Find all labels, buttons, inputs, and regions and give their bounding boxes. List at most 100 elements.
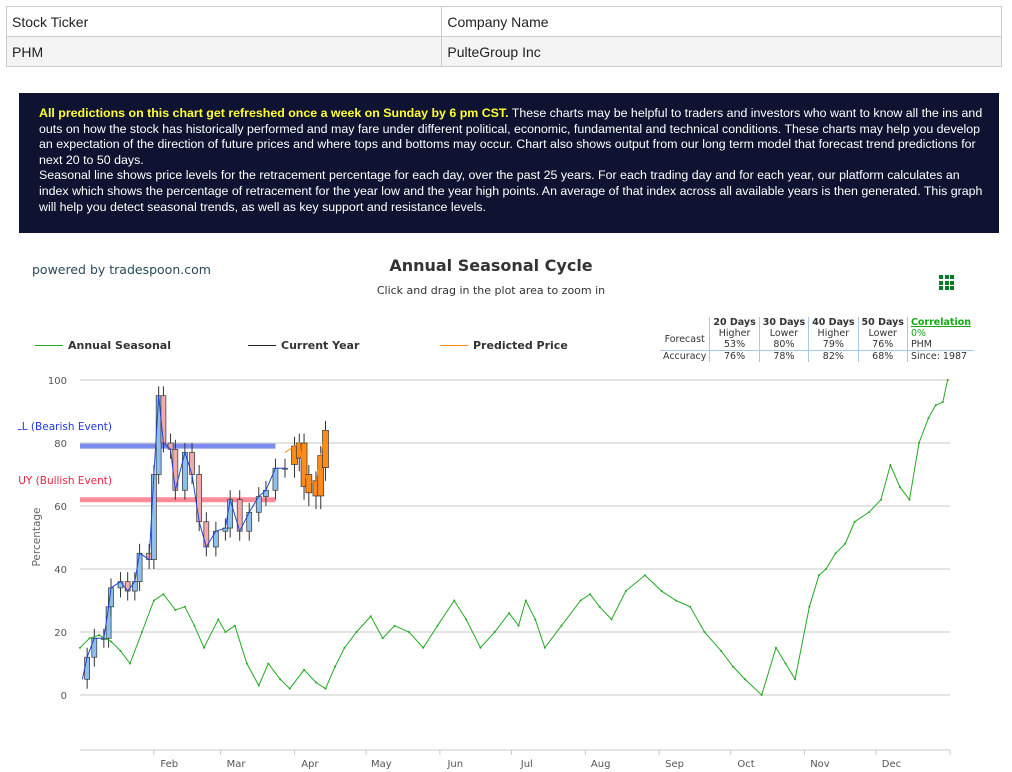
seasonal-point <box>233 624 236 627</box>
seasonal-point <box>808 605 811 608</box>
info-text-1: These charts may be helpful to traders a… <box>39 106 983 167</box>
legend-current-year[interactable]: Current Year <box>248 339 359 352</box>
seasonal-point <box>867 511 870 514</box>
symbol: PHM <box>906 339 975 351</box>
y-tick-label: 20 <box>54 628 67 639</box>
candle <box>105 606 112 639</box>
direction: Higher <box>709 328 760 339</box>
seasonal-point <box>314 681 317 684</box>
seasonal-point <box>407 631 410 633</box>
seasonal-point <box>524 599 527 602</box>
accuracy-label: Accuracy <box>660 350 710 362</box>
legend-annual-seasonal[interactable]: Annual Seasonal <box>35 339 171 352</box>
candle <box>196 474 203 523</box>
seasonal-point <box>918 442 921 444</box>
accuracy: 82% <box>808 350 859 362</box>
seasonal-point <box>610 618 613 621</box>
grid-menu-icon[interactable] <box>939 275 954 290</box>
legend-label: Annual Seasonal <box>68 339 171 352</box>
seasonal-point <box>217 618 220 621</box>
current-year-line <box>81 395 285 680</box>
seasonal-point <box>267 662 270 665</box>
since: Since: 1987 <box>906 350 975 362</box>
correlation-link[interactable]: Correlation <box>910 317 972 328</box>
probability: 79% <box>808 339 859 351</box>
seasonal-point <box>453 599 456 602</box>
candle <box>91 637 98 658</box>
seasonal-point <box>517 624 520 627</box>
header-stock-ticker: Stock Ticker <box>5 6 443 37</box>
seasonal-point <box>844 542 847 545</box>
seasonal-point <box>479 646 482 649</box>
predicted-candle <box>322 430 329 468</box>
predicted-candle <box>300 442 308 487</box>
seasonal-point <box>624 590 627 593</box>
y-tick-label: 0 <box>61 691 67 702</box>
x-tick-label: Sep <box>665 759 684 770</box>
seasonal-point <box>224 631 227 633</box>
correlation-value: 0% <box>906 328 975 339</box>
current-line-icon <box>248 345 276 346</box>
y-tick-label: 60 <box>54 502 67 513</box>
x-tick-label: Oct <box>737 759 754 770</box>
x-tick-label: Feb <box>160 759 178 770</box>
seasonal-point <box>898 486 901 489</box>
period: 40 Days <box>808 317 859 328</box>
candle <box>124 581 131 592</box>
seasonal-point <box>119 649 122 652</box>
seasonal-point <box>303 668 306 671</box>
label-clip <box>0 410 18 500</box>
x-tick-label: Jul <box>520 759 533 770</box>
seasonal-chart[interactable]: 0 20 40 60 80 100 Feb Mar Apr May Jun Jul Aug Sep Oct N… <box>0 240 1012 772</box>
seasonal-point <box>355 631 358 633</box>
seasonal-line-icon <box>35 345 63 346</box>
accuracy: 68% <box>857 350 908 362</box>
powered-by[interactable]: powered by tradespoon.com <box>32 262 211 277</box>
cell-company: PulteGroup Inc <box>441 36 1002 67</box>
seasonal-point <box>643 574 646 577</box>
seasonal-point <box>381 637 384 640</box>
predicted-line <box>284 430 326 485</box>
seasonal-point <box>493 631 496 633</box>
ticker-table: Stock Ticker Company Name PHM PulteGroup I… <box>5 6 1002 67</box>
chart-title: Annual Seasonal Cycle <box>389 256 593 275</box>
predicted-line-icon <box>440 345 468 346</box>
seasonal-point <box>674 599 677 602</box>
candle <box>136 552 143 582</box>
x-tick-label: Nov <box>810 759 830 770</box>
seasonal-point <box>879 498 882 501</box>
seasonal-point <box>794 678 797 681</box>
candle <box>84 656 91 680</box>
seasonal-point <box>257 684 260 687</box>
seasonal-point <box>422 646 425 649</box>
candle <box>155 395 162 475</box>
seasonal-point <box>436 624 439 627</box>
seasonal-point <box>732 665 735 668</box>
seasonal-point <box>140 631 143 633</box>
seasonal-point <box>174 608 177 611</box>
seasonal-point <box>109 640 112 643</box>
seasonal-point <box>288 687 291 690</box>
candle <box>151 474 157 560</box>
legend-label: Predicted Price <box>473 339 568 352</box>
y-tick-label: 100 <box>48 376 67 387</box>
seasonal-point <box>508 612 511 615</box>
seasonal-point <box>760 694 763 696</box>
seasonal-point <box>162 593 165 596</box>
header-company-name: Company Name <box>441 6 1002 37</box>
seasonal-point <box>152 599 155 602</box>
level-label: SELL (Bearish Event) <box>3 421 112 433</box>
legend-predicted-price[interactable]: Predicted Price <box>440 339 568 352</box>
seasonal-point <box>279 678 282 681</box>
seasonal-point <box>393 624 396 627</box>
seasonal-point <box>784 662 787 665</box>
y-axis-label: Percentage <box>31 507 43 566</box>
probability: 80% <box>758 339 809 351</box>
seasonal-point <box>88 637 91 640</box>
chart-subtitle: Click and drag in the plot area to zoom … <box>376 284 606 297</box>
seasonal-point <box>343 646 346 649</box>
seasonal-point <box>579 599 582 602</box>
seasonal-point <box>825 568 828 570</box>
x-tick-label: Dec <box>882 759 901 770</box>
direction: Higher <box>808 328 859 339</box>
